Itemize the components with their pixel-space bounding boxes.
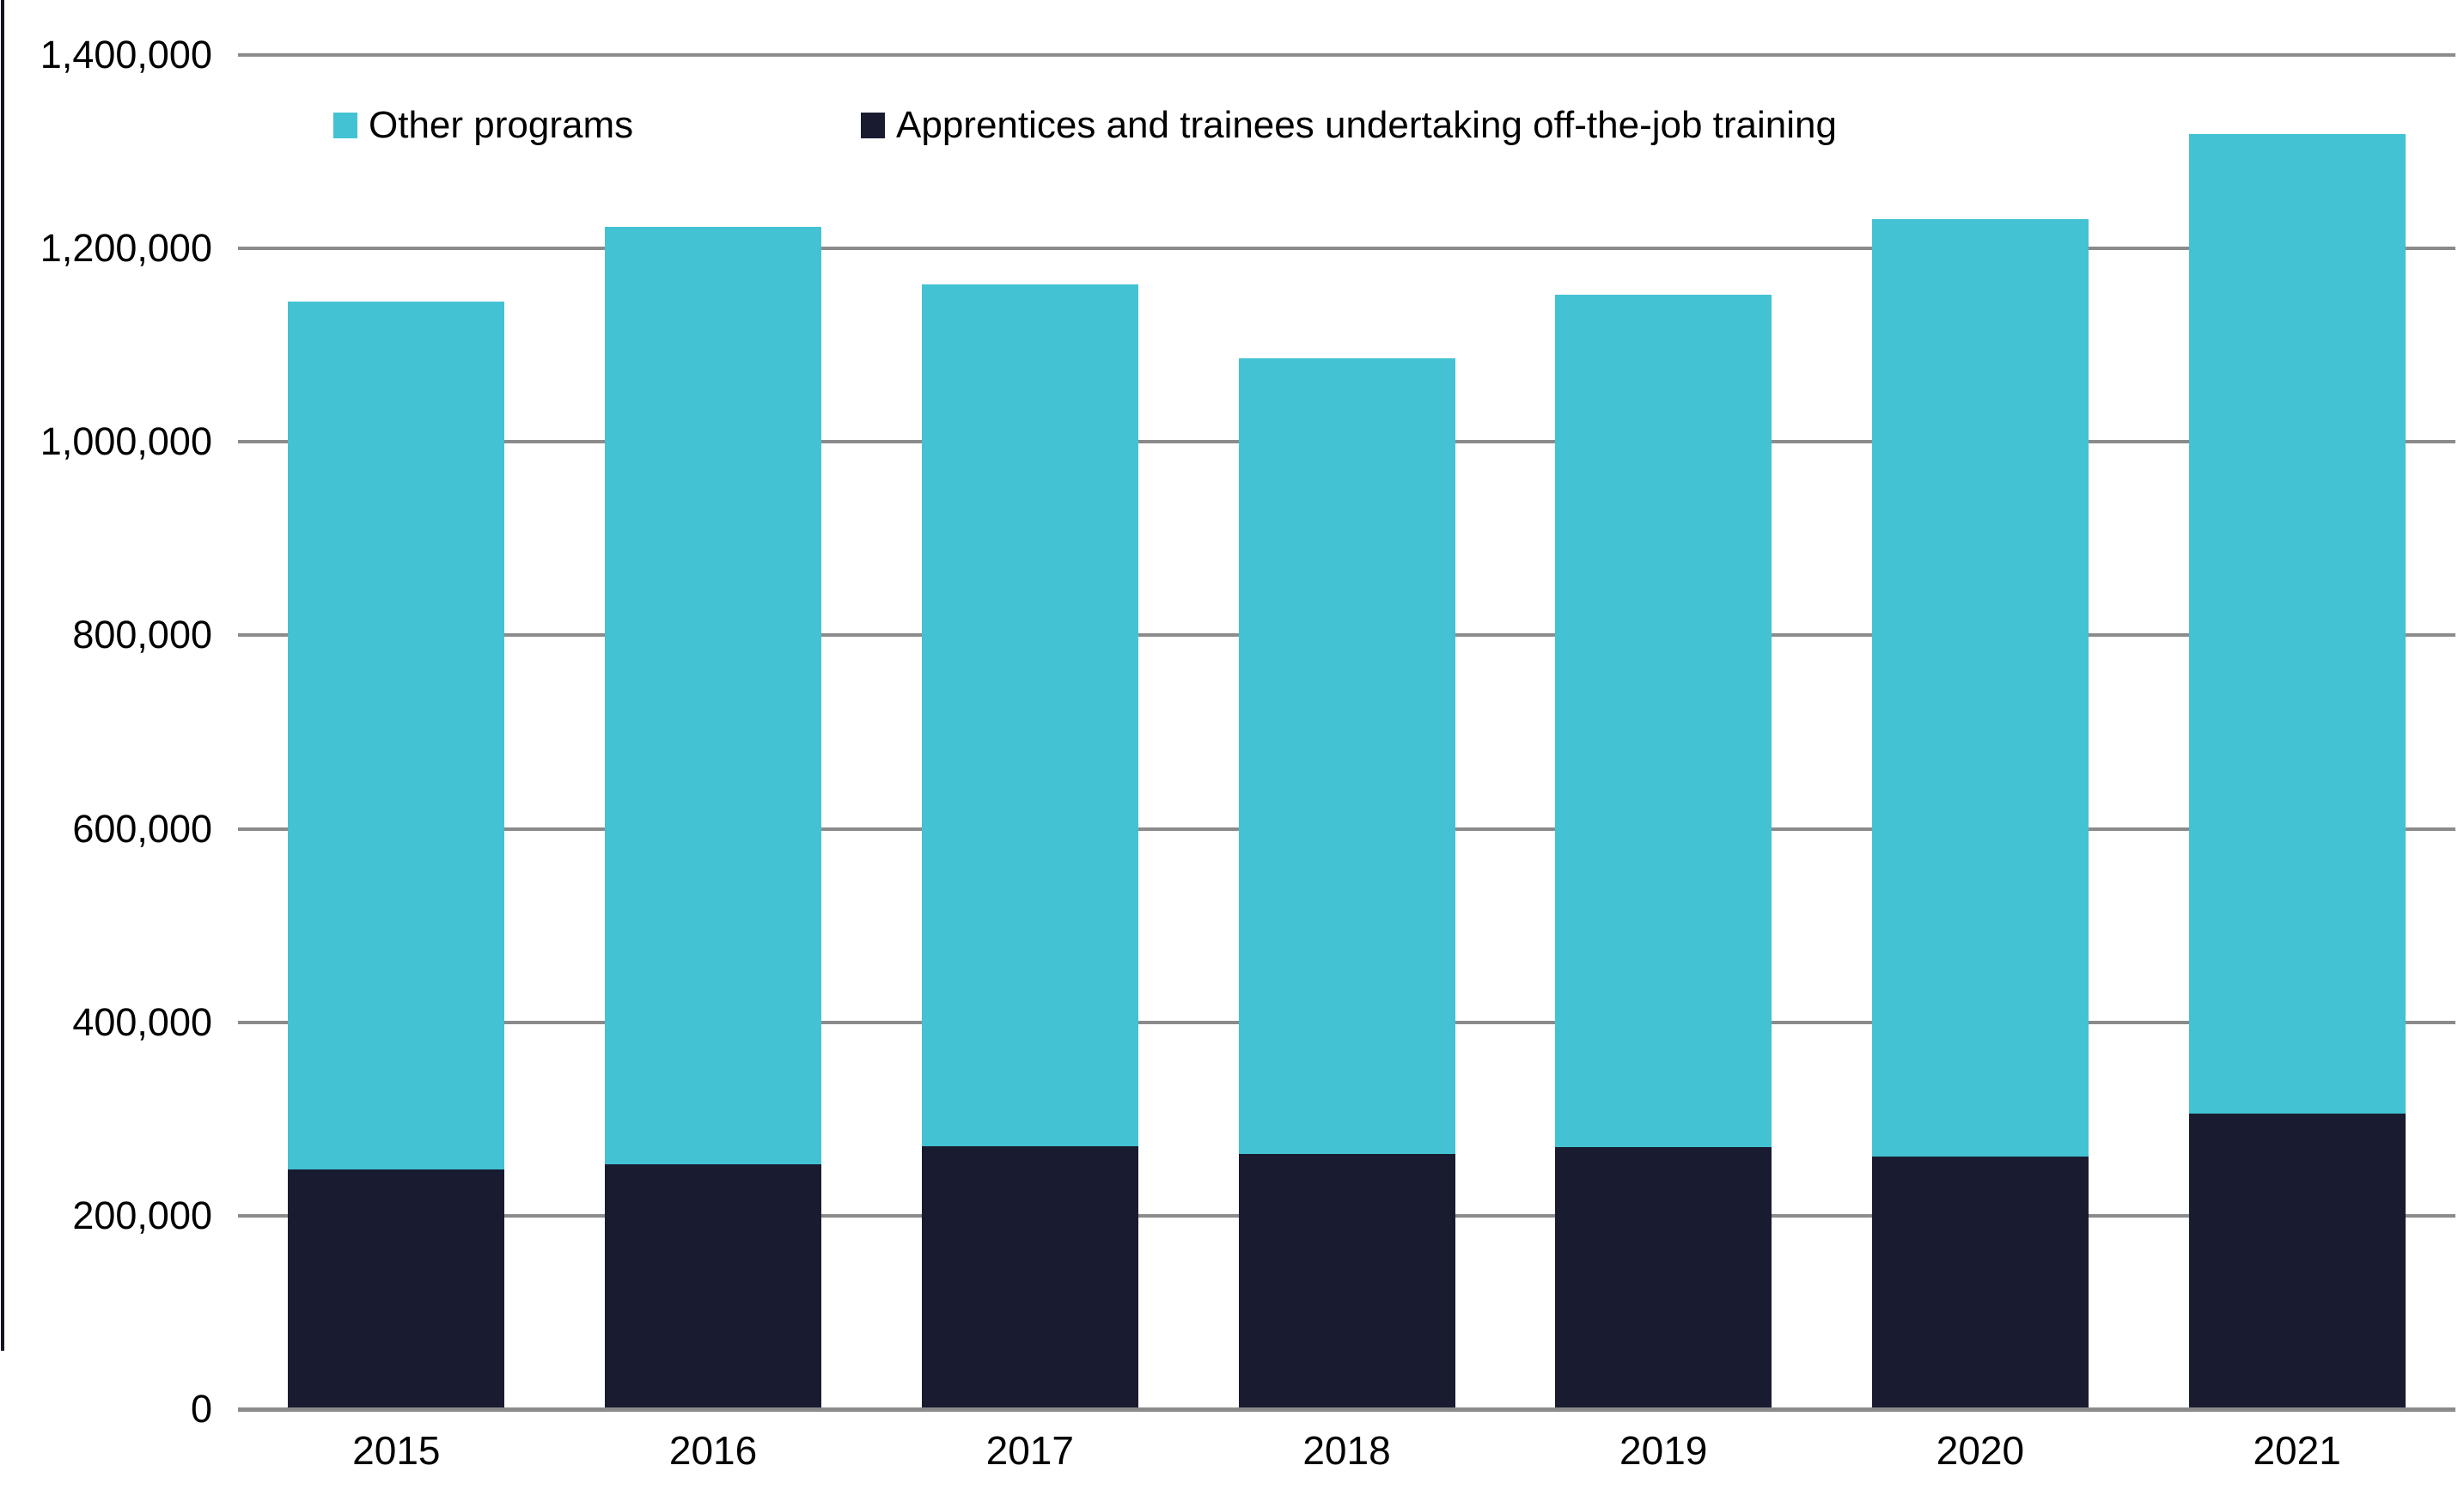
bar-segment-other-programs	[2188, 134, 2406, 1114]
bar-2018	[1238, 358, 1455, 1409]
x-tick-label: 2019	[1619, 1428, 1708, 1473]
bar-segment-apprentices	[921, 1145, 1138, 1409]
y-tick-label: 200,000	[72, 1193, 212, 1237]
y-tick-label: 400,000	[72, 999, 212, 1044]
bar-segment-other-programs	[1555, 295, 1772, 1147]
bar-2019	[1555, 295, 1772, 1409]
bar-segment-apprentices	[2188, 1113, 2406, 1409]
y-tick-label: 1,400,000	[40, 33, 212, 76]
x-axis-baseline	[238, 1407, 2455, 1412]
bar-2020	[1871, 219, 2089, 1409]
bar-segment-apprentices	[288, 1169, 505, 1409]
legend-label-apprentices: Apprentices and trainees undertaking off…	[896, 104, 1837, 146]
legend-swatch-other-programs	[333, 113, 357, 138]
bar-2017	[921, 284, 1138, 1409]
bar-segment-other-programs	[605, 227, 822, 1165]
legend-item-other-programs: Other programs	[333, 101, 633, 150]
x-tick-label: 2017	[985, 1428, 1074, 1473]
x-tick-label: 2016	[668, 1428, 758, 1473]
bar-segment-other-programs	[288, 302, 505, 1169]
bar-2016	[605, 227, 822, 1409]
left-edge-line	[1, 0, 4, 1351]
bar-segment-other-programs	[1238, 358, 1455, 1154]
x-tick-label: 2018	[1302, 1428, 1391, 1473]
legend-item-apprentices: Apprentices and trainees undertaking off…	[861, 101, 1837, 150]
bar-segment-apprentices	[1555, 1146, 1772, 1409]
gridline	[238, 247, 2455, 251]
bar-segment-apprentices	[1871, 1157, 2089, 1409]
y-tick-label: 1,200,000	[40, 226, 212, 271]
x-tick-label: 2021	[2253, 1428, 2341, 1473]
y-tick-label: 800,000	[72, 613, 212, 657]
bar-segment-other-programs	[921, 284, 1138, 1146]
bar-segment-apprentices	[1238, 1153, 1455, 1409]
legend-label-other-programs: Other programs	[369, 104, 634, 146]
y-tick-label: 0	[190, 1387, 212, 1431]
x-tick-label: 2020	[1936, 1428, 2025, 1473]
plot-area	[238, 53, 2455, 1412]
bar-segment-apprentices	[605, 1164, 822, 1409]
bar-segment-other-programs	[1871, 219, 2089, 1157]
y-tick-label: 1,000,000	[40, 419, 212, 464]
gridline	[238, 53, 2455, 57]
y-tick-label: 600,000	[72, 806, 212, 851]
bar-2015	[288, 302, 505, 1409]
legend-swatch-apprentices	[861, 113, 885, 138]
x-tick-label: 2015	[352, 1428, 441, 1473]
bar-2021	[2188, 134, 2406, 1409]
